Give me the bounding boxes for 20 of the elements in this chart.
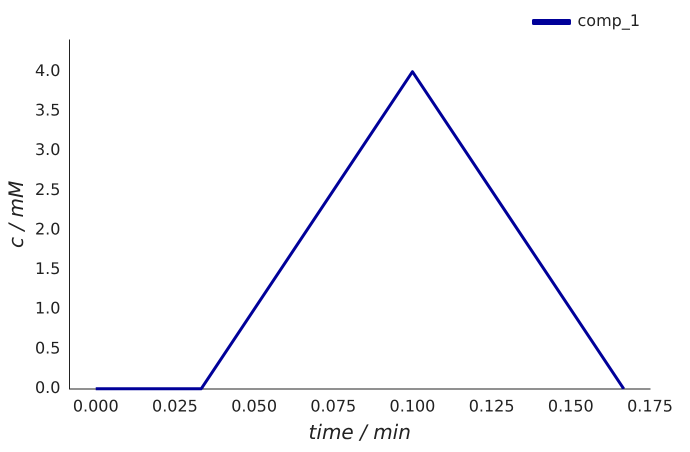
y-axis-title: c / mM: [4, 180, 28, 248]
x-tick-label: 0.025: [152, 396, 198, 416]
y-tick-label: 3.5: [34, 100, 60, 120]
x-tick-label: 0.150: [548, 396, 594, 416]
y-tick-label: 2.0: [34, 219, 60, 238]
y-tick-label: 2.5: [34, 180, 60, 199]
y-tick-label: 1.5: [34, 259, 60, 278]
y-tick-label: 4.0: [34, 60, 60, 80]
x-tick-label: 0.175: [627, 396, 673, 416]
x-axis-title: time / min: [308, 420, 411, 444]
x-tick-label: 0.075: [310, 396, 356, 416]
y-tick-label: 3.0: [34, 140, 60, 160]
x-tick-label: 0.125: [468, 396, 515, 416]
y-tick-label: 0.0: [34, 378, 60, 397]
y-tick-label: 1.0: [34, 298, 60, 318]
x-tick-label: 0.050: [231, 396, 277, 416]
legend-label: comp_1: [577, 11, 640, 30]
x-tick-label: 0.000: [72, 396, 119, 416]
y-tick-label: 0.5: [34, 338, 60, 358]
x-tick-label: 0.100: [390, 396, 436, 416]
